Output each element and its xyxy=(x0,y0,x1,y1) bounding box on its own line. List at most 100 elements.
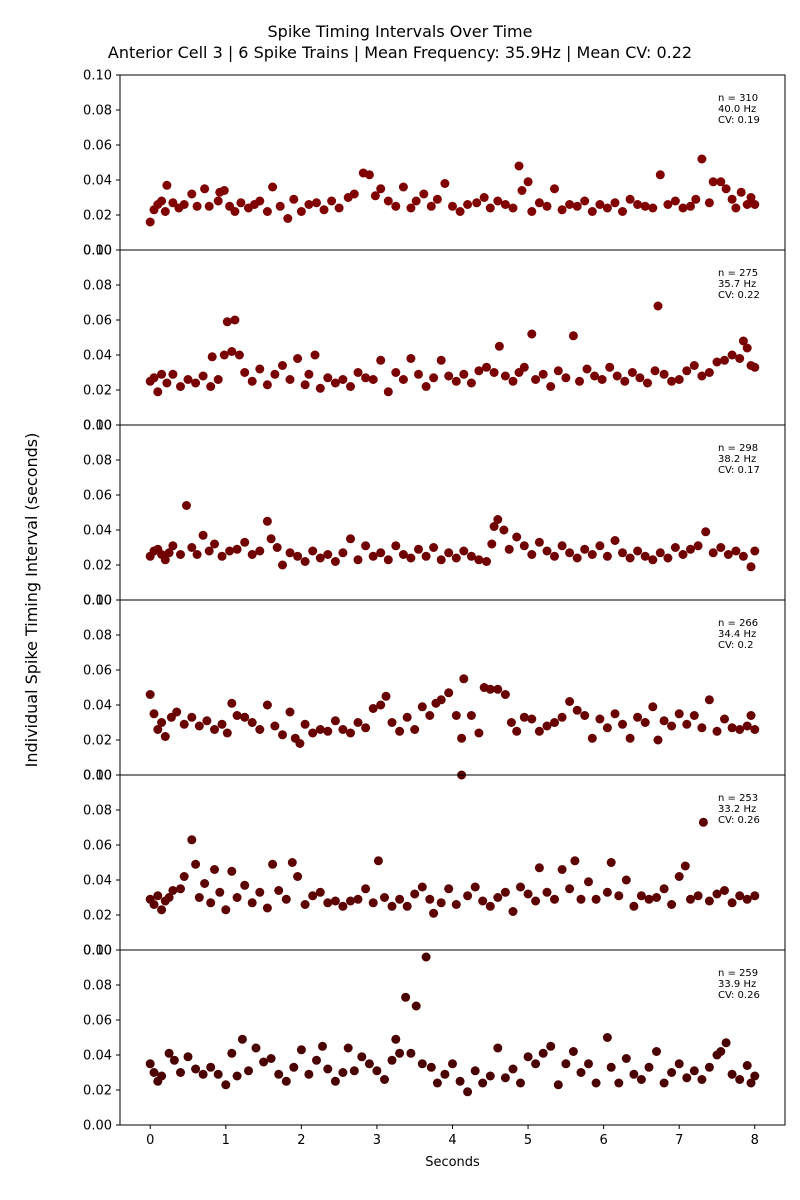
data-point xyxy=(338,375,348,384)
data-point xyxy=(372,1066,382,1076)
data-point xyxy=(550,551,559,561)
data-point xyxy=(587,733,597,743)
data-point xyxy=(444,884,454,894)
data-point xyxy=(636,1075,646,1084)
data-point xyxy=(451,553,461,563)
y-tick-label: 0.10 xyxy=(83,769,112,784)
data-point xyxy=(746,562,756,572)
data-point xyxy=(213,375,223,384)
data-point xyxy=(425,711,435,720)
data-point xyxy=(157,718,167,727)
data-point xyxy=(395,726,405,736)
data-point xyxy=(213,1069,223,1079)
data-point xyxy=(523,177,533,187)
data-point xyxy=(674,872,684,881)
data-point xyxy=(330,716,340,726)
data-point xyxy=(192,550,202,559)
data-point xyxy=(512,726,522,736)
data-point xyxy=(625,553,635,563)
data-point xyxy=(716,543,726,552)
data-point xyxy=(383,387,393,397)
data-point xyxy=(750,200,760,209)
x-tick-label: 3 xyxy=(373,1133,381,1148)
data-point xyxy=(595,200,605,209)
data-point xyxy=(508,203,518,213)
data-point xyxy=(380,893,389,902)
data-point xyxy=(482,362,491,372)
data-point xyxy=(712,726,722,736)
data-point xyxy=(417,1059,427,1069)
data-point xyxy=(602,203,612,213)
data-point xyxy=(198,1069,208,1079)
data-point xyxy=(182,501,191,510)
data-point xyxy=(338,548,348,558)
data-point xyxy=(266,1054,276,1063)
data-point xyxy=(531,1059,541,1069)
data-point xyxy=(508,376,518,386)
data-point xyxy=(735,725,745,734)
data-point xyxy=(172,707,182,717)
panel-annotation: CV: 0.2 xyxy=(718,640,753,651)
data-point xyxy=(338,901,348,911)
data-point xyxy=(187,712,197,722)
data-point xyxy=(697,371,707,381)
data-point xyxy=(349,189,359,199)
data-point xyxy=(293,872,303,881)
data-point xyxy=(689,361,699,370)
y-tick-label: 0.10 xyxy=(83,944,112,959)
data-point xyxy=(230,207,240,216)
data-point xyxy=(368,704,378,713)
data-point xyxy=(244,1066,253,1076)
data-point xyxy=(704,1062,714,1072)
data-point xyxy=(576,1068,586,1077)
data-point xyxy=(217,719,227,729)
data-point xyxy=(232,1071,242,1081)
data-point xyxy=(542,201,552,211)
data-point xyxy=(689,1066,699,1076)
data-point xyxy=(557,712,567,722)
data-point xyxy=(414,544,423,554)
data-point xyxy=(398,550,408,559)
data-point xyxy=(629,901,639,911)
data-point xyxy=(667,376,677,386)
data-point xyxy=(417,702,427,712)
data-point xyxy=(157,369,167,379)
y-tick-label: 0.00 xyxy=(83,1119,112,1134)
data-point xyxy=(701,527,711,537)
data-point xyxy=(283,214,293,223)
y-tick-label: 0.00 xyxy=(83,594,112,609)
data-point xyxy=(591,894,601,904)
data-point xyxy=(523,889,533,899)
data-point xyxy=(338,1068,348,1077)
data-point xyxy=(474,366,484,376)
data-point xyxy=(227,1048,237,1058)
data-point xyxy=(387,1055,397,1065)
data-point xyxy=(621,875,631,885)
data-point xyxy=(323,373,333,383)
data-point xyxy=(519,712,529,722)
data-point xyxy=(727,898,737,908)
data-point xyxy=(251,1043,261,1053)
data-point xyxy=(678,550,688,559)
data-point xyxy=(686,894,695,904)
data-point xyxy=(262,516,272,526)
data-point xyxy=(712,357,722,367)
data-point xyxy=(387,718,397,727)
data-point xyxy=(222,728,232,738)
y-tick-label: 0.02 xyxy=(83,1084,112,1099)
data-point xyxy=(667,900,677,909)
data-point xyxy=(653,301,663,311)
data-point xyxy=(429,543,439,552)
data-point xyxy=(149,709,159,719)
data-point xyxy=(323,550,333,559)
panel-frame xyxy=(119,249,786,426)
data-point xyxy=(750,891,760,901)
data-point xyxy=(295,739,305,748)
data-point xyxy=(411,1001,421,1011)
data-point xyxy=(635,373,645,383)
data-point xyxy=(240,880,250,890)
data-point xyxy=(493,684,503,694)
data-point xyxy=(516,882,525,892)
y-tick-label: 0.06 xyxy=(83,664,112,679)
data-point xyxy=(398,375,408,384)
